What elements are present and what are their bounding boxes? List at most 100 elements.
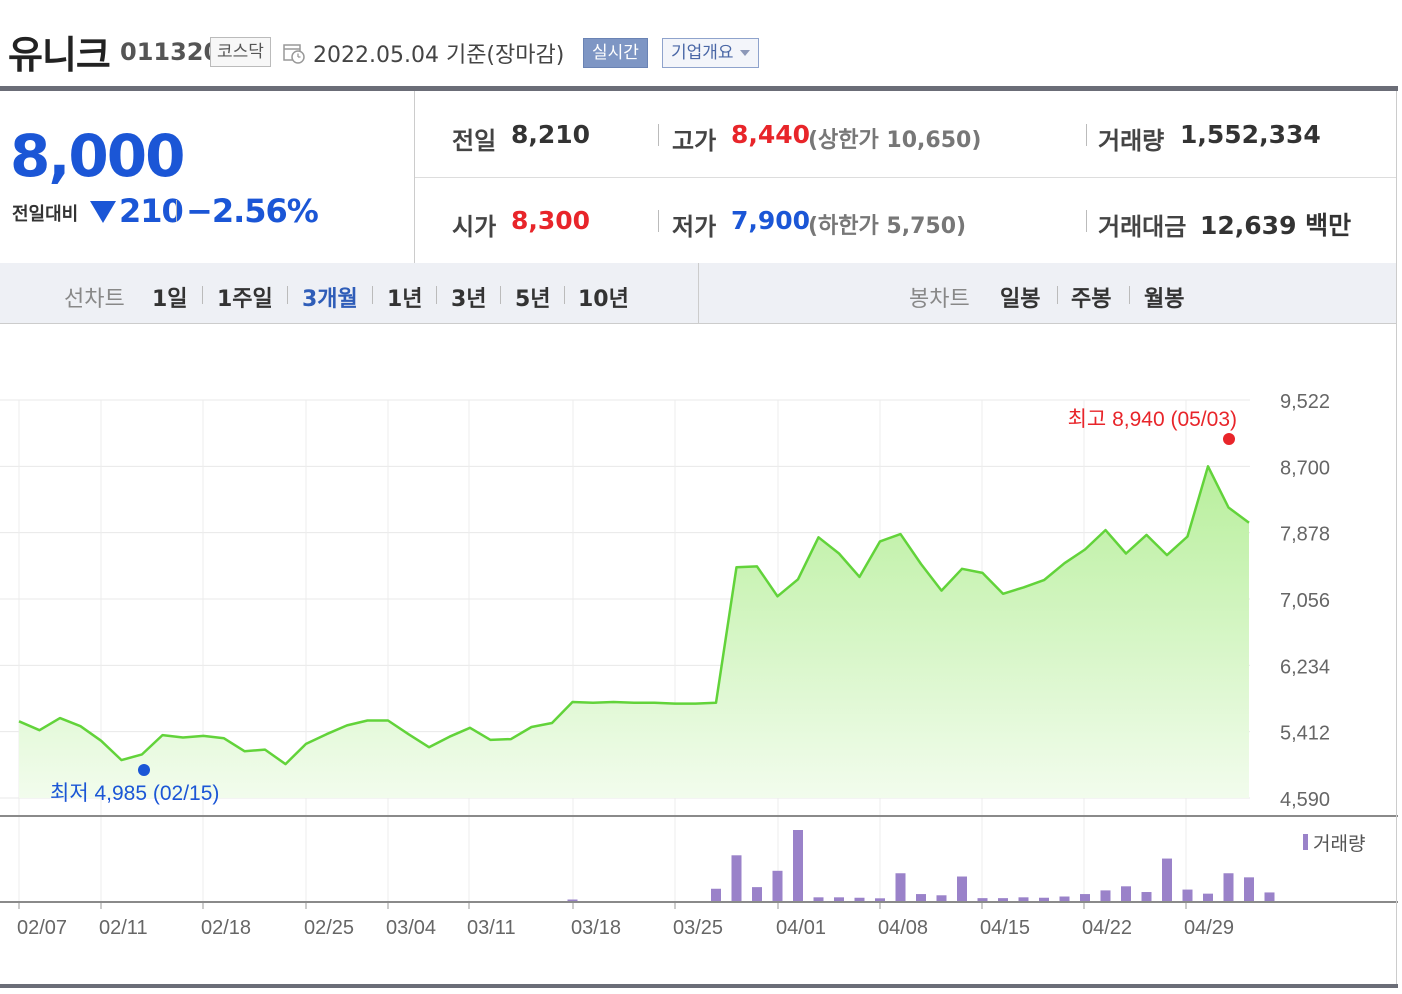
low-marker: [138, 764, 150, 776]
divider: [698, 263, 699, 323]
divider: [372, 286, 373, 304]
x-tick-label: 03/11: [467, 917, 516, 939]
company-info-dropdown[interactable]: 기업개요: [662, 38, 759, 68]
period-1w[interactable]: 1주일: [217, 287, 273, 312]
volume-bar: [1223, 873, 1234, 901]
period-1d[interactable]: 1일: [152, 287, 188, 312]
volume-bar: [957, 876, 967, 901]
x-tick-label: 03/25: [673, 917, 723, 939]
volume-bar: [1100, 890, 1111, 901]
volume-bar: [1018, 897, 1029, 901]
x-tick-label: 03/18: [571, 917, 621, 939]
volume-bar: [875, 898, 885, 901]
x-tick-label: 02/18: [201, 917, 251, 939]
price-chart: 9,522 8,700 7,878 7,056 6,234 5,412 4,590 02/07…: [0, 391, 1398, 939]
company-info-label: 기업개요: [671, 43, 734, 63]
amount-label: 거래대금: [1098, 213, 1187, 241]
period-1y[interactable]: 1년: [387, 287, 423, 312]
y-tick-label: 5,412: [1280, 723, 1330, 745]
base-date: 2022.05.04 기준(장마감): [313, 43, 565, 68]
x-tick-label: 04/22: [1082, 917, 1132, 939]
volume-bar: [1141, 892, 1152, 901]
volume-bar: [977, 898, 988, 901]
x-tick-label: 02/07: [17, 917, 67, 939]
y-tick-label: 7,056: [1280, 590, 1330, 612]
x-tick-label: 04/29: [1184, 917, 1234, 939]
price-area: [19, 466, 1249, 798]
divider: [1129, 286, 1130, 304]
y-tick-label: 7,878: [1280, 524, 1330, 546]
price-cell: [0, 91, 415, 263]
volume-bar: [1203, 893, 1213, 901]
realtime-button[interactable]: 실시간: [583, 38, 648, 68]
chevron-down-icon: [739, 50, 750, 56]
change-value: 210: [119, 192, 184, 230]
x-tick-label: 04/08: [878, 917, 928, 939]
divider: [658, 124, 659, 146]
company-name: 유니크: [8, 33, 111, 77]
x-tick-label: 03/04: [386, 917, 436, 939]
divider: [1086, 210, 1087, 232]
current-price: 8,000: [10, 122, 185, 190]
x-tick-label: 02/11: [99, 917, 148, 939]
volume-bar: [731, 855, 742, 901]
divider: [176, 200, 177, 222]
volume-bar: [1244, 877, 1254, 901]
chart-right-border: [1396, 324, 1397, 988]
volume-bar: [1059, 896, 1070, 901]
high-value: 8,440: [731, 120, 811, 149]
high-marker: [1223, 433, 1235, 445]
period-10y[interactable]: 10년: [578, 287, 629, 312]
summary-top-border: [0, 86, 1398, 91]
volume-label: 거래량: [1098, 127, 1165, 155]
period-3y[interactable]: 3년: [451, 287, 487, 312]
prev-close-label: 전일: [452, 127, 497, 155]
change-percent: −2.56%: [186, 192, 319, 230]
y-tick-label: 8,700: [1280, 457, 1330, 479]
prev-close-value: 8,210: [511, 120, 591, 149]
high-annotation: 최고 8,940 (05/03): [1068, 408, 1237, 431]
candle-chart-label: 봉차트: [909, 287, 970, 312]
low-annotation: 최저 4,985 (02/15): [50, 782, 219, 805]
y-tick-label: 4,590: [1280, 789, 1330, 811]
change-label: 전일대비: [12, 204, 79, 225]
x-tick-label: 04/15: [980, 917, 1030, 939]
y-tick-label: 6,234: [1280, 656, 1330, 678]
period-3m[interactable]: 3개월: [302, 287, 358, 312]
volume-bar: [916, 894, 926, 901]
price-line: [18, 465, 1250, 766]
volume-bar: [752, 887, 762, 901]
row-divider: [415, 177, 1396, 178]
volume-bar: [1080, 894, 1090, 901]
volume-legend-label: 거래량: [1313, 833, 1365, 855]
volume-bar: [793, 830, 803, 901]
x-tick-label: 02/25: [304, 917, 354, 939]
market-badge: 코스닥: [210, 37, 271, 67]
low-label: 저가: [672, 213, 717, 241]
divider: [436, 286, 437, 304]
candle-monthly[interactable]: 월봉: [1144, 287, 1185, 312]
volume-bar: [1182, 889, 1193, 901]
volume-bar: [711, 888, 721, 901]
volume-bar: [1121, 886, 1131, 901]
high-label: 고가: [672, 127, 717, 155]
calendar-clock-icon: [283, 44, 305, 64]
amount-value: 12,639 백만: [1200, 211, 1352, 240]
volume-bar: [813, 897, 824, 901]
lower-limit: (하한가 5,750): [808, 214, 967, 239]
candle-daily[interactable]: 일봉: [1000, 287, 1041, 312]
line-chart-label: 선차트: [64, 287, 125, 312]
volume-bar: [1162, 858, 1172, 901]
low-value: 7,900: [731, 206, 811, 235]
candle-weekly[interactable]: 주봉: [1071, 287, 1112, 312]
period-5y[interactable]: 5년: [515, 287, 551, 312]
volume-bar: [772, 870, 783, 901]
volume-bar: [936, 895, 947, 901]
open-value: 8,300: [511, 206, 591, 235]
y-tick-label: 9,522: [1280, 391, 1330, 413]
x-tick-label: 04/01: [776, 917, 826, 939]
divider: [564, 286, 565, 304]
down-triangle-icon: [90, 201, 116, 223]
stock-code: 011320: [120, 38, 221, 66]
volume-bar: [1264, 892, 1275, 901]
